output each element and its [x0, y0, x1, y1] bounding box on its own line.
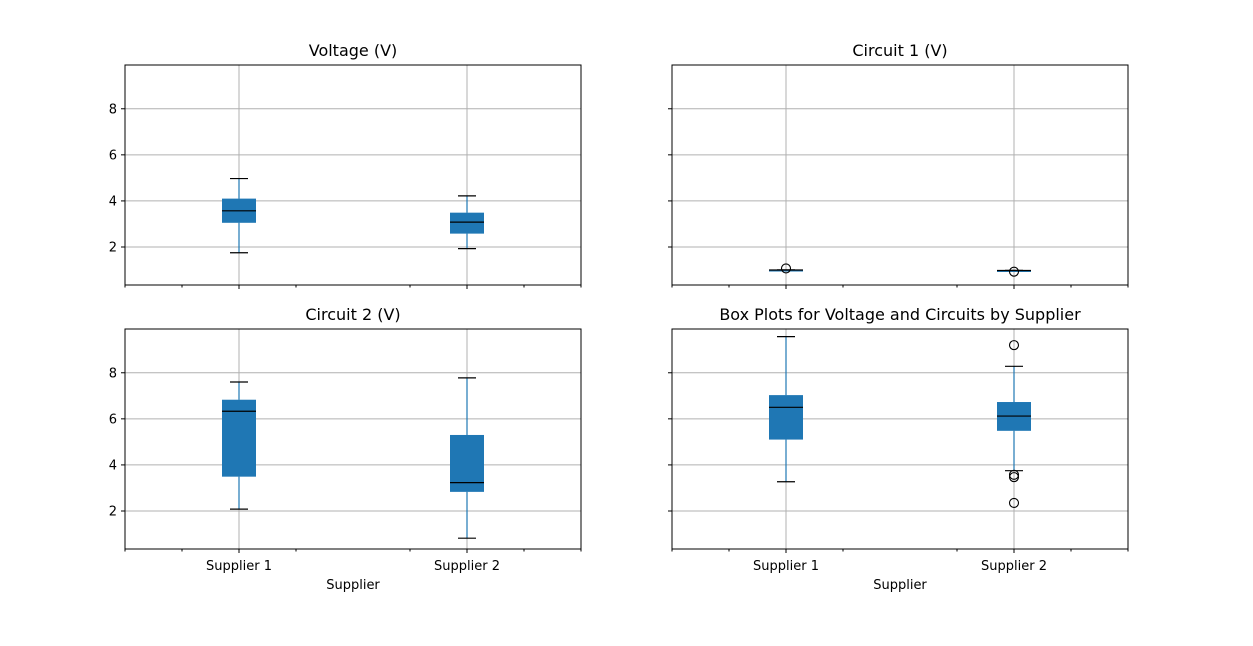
x-tick-label: Supplier 1 [206, 559, 272, 574]
iqr-box [450, 434, 484, 492]
subplot-title: Voltage (V) [309, 41, 398, 60]
box-2 [997, 340, 1031, 508]
iqr-box [450, 212, 484, 234]
y-tick-label: 8 [109, 366, 117, 381]
axes-frame [124, 64, 582, 286]
y-tick-label: 4 [109, 194, 117, 209]
outlier-point [1008, 340, 1020, 351]
y-tick-label: 6 [109, 412, 117, 427]
subplot-title: Circuit 1 (V) [852, 41, 947, 60]
axes-frame [671, 64, 1129, 286]
box-1 [769, 263, 803, 274]
y-tick-label: 2 [109, 504, 117, 519]
y-tick-label: 4 [109, 458, 117, 473]
axes-frame [671, 328, 1129, 550]
y-tick-label: 6 [109, 148, 117, 163]
x-tick-label: Supplier 1 [753, 559, 819, 574]
x-tick-label: Supplier 2 [981, 559, 1047, 574]
y-tick-label: 2 [109, 240, 117, 255]
outlier-point [1008, 266, 1020, 277]
subplot-1: 2 4 6 8 Voltage (V) [109, 41, 582, 289]
outlier-point [1008, 469, 1020, 480]
iqr-box [997, 270, 1031, 272]
box-1 [222, 381, 256, 510]
outlier-point [780, 263, 792, 274]
x-axis-label: Supplier [873, 578, 927, 593]
box-1 [222, 177, 256, 254]
box-1 [769, 336, 803, 483]
x-tick-label: Supplier 2 [434, 559, 500, 574]
axes-frame [124, 328, 582, 550]
outlier-point [1008, 497, 1020, 508]
iqr-box [222, 399, 256, 477]
iqr-box [769, 395, 803, 440]
subplot-title: Circuit 2 (V) [305, 305, 400, 324]
outlier-point [1008, 472, 1020, 483]
box-2 [450, 377, 484, 539]
subplot-2: Circuit 1 (V) [668, 41, 1129, 289]
y-tick-label: 8 [109, 102, 117, 117]
iqr-box [769, 270, 803, 272]
subplot-title: Box Plots for Voltage and Circuits by Su… [719, 305, 1081, 324]
box-2 [997, 266, 1031, 277]
box-2 [450, 195, 484, 250]
x-axis-label: Supplier [326, 578, 380, 593]
subplot-4: Supplier 1 Supplier 2 Box Plots for Voltag… [668, 305, 1129, 593]
subplot-3: 2 4 6 8 Supplier 1 Supplier 2 Circuit 2 (V) Sup… [109, 305, 582, 593]
